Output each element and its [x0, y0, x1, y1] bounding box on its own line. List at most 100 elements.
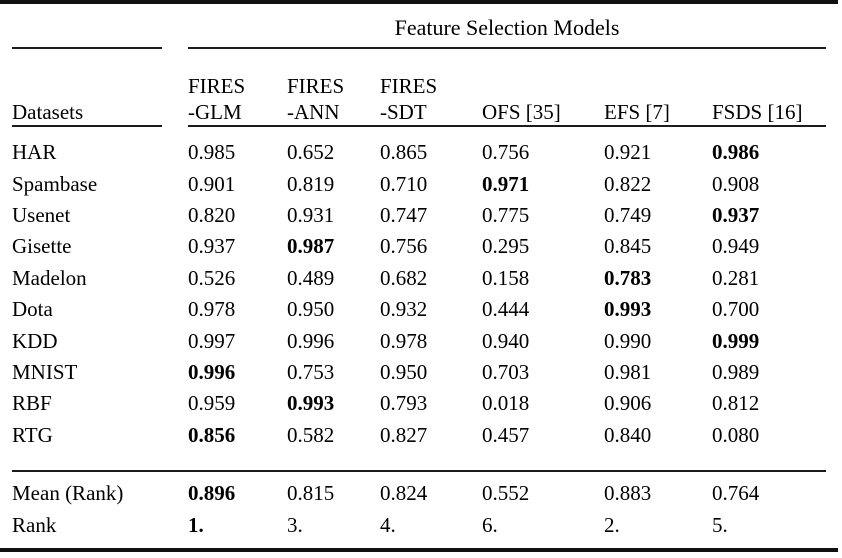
- row-label: Mean (Rank): [12, 480, 124, 505]
- value-cell: 0.990: [604, 328, 652, 353]
- table-row: RTG 0.856 0.582 0.827 0.457 0.840 0.080: [12, 420, 830, 451]
- value-cell: 0.950: [287, 297, 335, 322]
- value-cell: 0.996: [287, 328, 335, 353]
- value-cell: 4.: [380, 512, 396, 537]
- value-cell: 0.993: [287, 391, 335, 416]
- value-cell: 0.940: [482, 328, 530, 353]
- value-cell: 0.710: [380, 171, 428, 196]
- col-header-fsds: FSDS [16]: [712, 100, 803, 124]
- value-cell: 0.526: [188, 265, 236, 290]
- value-cell: 0.281: [712, 265, 760, 290]
- value-cell: 0.822: [604, 171, 652, 196]
- models-header-bottom-rule: [188, 125, 826, 127]
- table-row: Madelon 0.526 0.489 0.682 0.158 0.783 0.…: [12, 263, 830, 294]
- data-table: HAR 0.985 0.652 0.865 0.756 0.921 0.986 …: [12, 137, 830, 451]
- row-label: RTG: [12, 422, 53, 447]
- table-row: RBF 0.959 0.993 0.793 0.018 0.906 0.812: [12, 388, 830, 419]
- table-bottom-rule: [0, 548, 838, 552]
- value-cell: 0.949: [712, 234, 760, 259]
- rank-row: Rank 1. 3. 4. 6. 2. 5.: [12, 509, 830, 541]
- value-cell: 0.856: [188, 422, 236, 447]
- value-cell: 0.827: [380, 422, 428, 447]
- table-row: Usenet 0.820 0.931 0.747 0.775 0.749 0.9…: [12, 200, 830, 231]
- value-cell: 0.489: [287, 265, 335, 290]
- value-cell: 0.775: [482, 202, 530, 227]
- col-header-efs: EFS [7]: [604, 100, 670, 124]
- models-group-rule: [188, 47, 826, 49]
- value-cell: 0.582: [287, 422, 335, 447]
- value-cell: 0.865: [380, 140, 428, 165]
- value-cell: 0.764: [712, 480, 760, 505]
- header-table: Datasets FIRES -GLM FIRES -ANN FIRES -SD…: [12, 49, 830, 125]
- summary-table: Mean (Rank) 0.896 0.815 0.824 0.552 0.88…: [12, 477, 830, 541]
- value-cell: 0.756: [380, 234, 428, 259]
- value-cell: 0.999: [712, 328, 760, 353]
- value-cell: 0.908: [712, 171, 760, 196]
- row-label: HAR: [12, 140, 57, 165]
- value-cell: 0.896: [188, 480, 236, 505]
- row-label: Rank: [12, 512, 57, 537]
- value-cell: 0.996: [188, 359, 236, 384]
- value-cell: 0.444: [482, 297, 530, 322]
- value-cell: 6.: [482, 512, 498, 537]
- value-cell: 0.753: [287, 359, 335, 384]
- value-cell: 0.756: [482, 140, 530, 165]
- header-row: Datasets FIRES -GLM FIRES -ANN FIRES -SD…: [12, 49, 830, 125]
- value-cell: 2.: [604, 512, 620, 537]
- value-cell: 0.652: [287, 140, 335, 165]
- value-cell: 0.703: [482, 359, 530, 384]
- value-cell: 0.700: [712, 297, 760, 322]
- mean-rank-row: Mean (Rank) 0.896 0.815 0.824 0.552 0.88…: [12, 477, 830, 509]
- value-cell: 0.815: [287, 480, 335, 505]
- value-cell: 0.931: [287, 202, 335, 227]
- row-label: Spambase: [12, 171, 98, 196]
- value-cell: 0.552: [482, 480, 530, 505]
- value-cell: 0.883: [604, 480, 652, 505]
- value-cell: 0.819: [287, 171, 335, 196]
- value-cell: 0.749: [604, 202, 652, 227]
- value-cell: 0.820: [188, 202, 236, 227]
- col-header-fires-ann: FIRES -ANN: [287, 49, 380, 125]
- value-cell: 0.682: [380, 265, 428, 290]
- col-header-line2: -ANN: [287, 100, 340, 124]
- value-cell: 0.937: [188, 234, 236, 259]
- row-label: RBF: [12, 391, 52, 416]
- value-cell: 0.793: [380, 391, 428, 416]
- value-cell: 0.993: [604, 297, 652, 322]
- value-cell: 0.901: [188, 171, 236, 196]
- value-cell: 0.981: [604, 359, 652, 384]
- value-cell: 0.080: [712, 422, 760, 447]
- value-cell: 0.937: [712, 202, 760, 227]
- row-label: Dota: [12, 297, 53, 322]
- value-cell: 5.: [712, 512, 728, 537]
- table-row: Gisette 0.937 0.987 0.756 0.295 0.845 0.…: [12, 231, 830, 262]
- table-row: Dota 0.978 0.950 0.932 0.444 0.993 0.700: [12, 294, 830, 325]
- value-cell: 0.987: [287, 234, 335, 259]
- value-cell: 0.932: [380, 297, 428, 322]
- value-cell: 0.295: [482, 234, 530, 259]
- value-cell: 0.018: [482, 391, 530, 416]
- row-label: KDD: [12, 328, 58, 353]
- value-cell: 0.985: [188, 140, 236, 165]
- datasets-header-bottom-rule: [12, 125, 162, 127]
- table-top-rule: [0, 0, 838, 4]
- value-cell: 0.950: [380, 359, 428, 384]
- col-header-fires-glm: FIRES -GLM: [188, 49, 287, 125]
- table-row: MNIST 0.996 0.753 0.950 0.703 0.981 0.98…: [12, 357, 830, 388]
- table-row: HAR 0.985 0.652 0.865 0.756 0.921 0.986: [12, 137, 830, 168]
- value-cell: 0.986: [712, 140, 760, 165]
- table-row: KDD 0.997 0.996 0.978 0.940 0.990 0.999: [12, 325, 830, 356]
- value-cell: 0.824: [380, 480, 428, 505]
- col-header-datasets: Datasets: [12, 100, 84, 124]
- col-header-ofs: OFS [35]: [482, 100, 561, 124]
- col-header-line1: FIRES: [380, 74, 438, 98]
- value-cell: 0.457: [482, 422, 530, 447]
- datasets-column-top-rule: [12, 47, 162, 49]
- value-cell: 0.978: [188, 297, 236, 322]
- summary-separator-rule: [12, 470, 826, 472]
- value-cell: 0.840: [604, 422, 652, 447]
- row-label: Madelon: [12, 265, 87, 290]
- col-header-line1: FIRES: [287, 74, 345, 98]
- value-cell: 0.959: [188, 391, 236, 416]
